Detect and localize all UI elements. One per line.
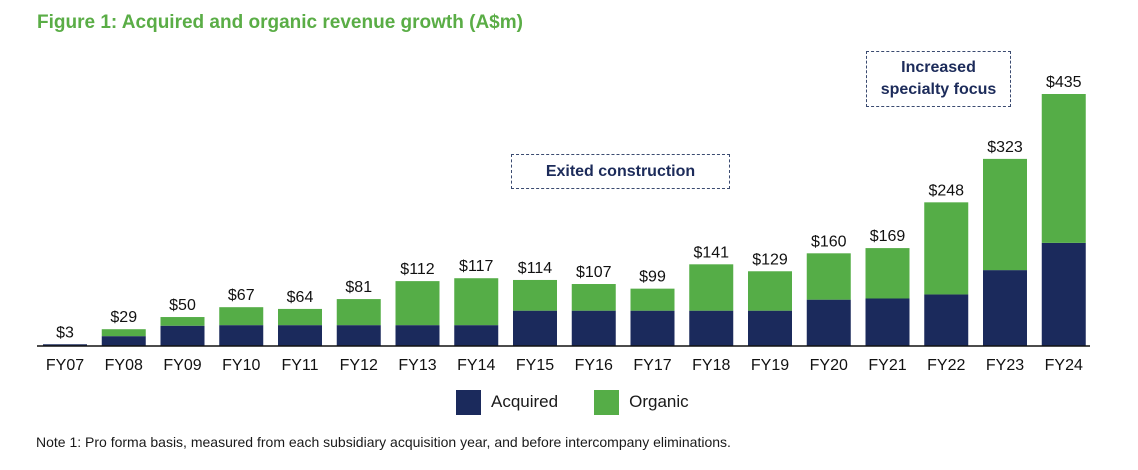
value-label-fy24: $435 [1046,74,1082,91]
x-tick-label-fy12: FY12 [340,357,378,374]
x-tick-label-fy23: FY23 [986,357,1024,374]
bar-organic-fy10 [219,307,264,326]
bar-acquired-fy10 [219,325,264,346]
bar-acquired-fy12 [336,325,381,346]
legend-label-acquired: Acquired [491,392,559,411]
bar-group [43,94,1086,346]
x-tick-label-fy20: FY20 [810,357,848,374]
legend-swatch-acquired [456,389,481,415]
bar-organic-fy14 [454,278,499,326]
x-tick-label-fy18: FY18 [692,357,730,374]
legend-swatch-organic [594,389,620,415]
bar-acquired-fy09 [160,325,205,346]
value-label-fy18: $141 [693,244,729,261]
x-tick-label-fy11: FY11 [281,357,318,374]
bar-organic-fy17 [630,288,675,311]
bar-acquired-fy23 [983,270,1027,346]
label-group: $3 FY07 $29 FY08 $50 FY09 $67 FY10 $64 FY11 $81 FY1… [46,74,1083,374]
value-label-fy15: $114 [518,260,553,277]
increased-specialty-text: Increased specialty focus [880,59,997,98]
bar-acquired-fy16 [571,310,616,346]
value-label-fy08: $29 [110,309,137,326]
value-label-fy22: $248 [928,182,964,199]
value-label-fy14: $117 [459,258,494,275]
bar-acquired-fy07 [43,344,87,346]
footnote: Note 1: Pro forma basis, measured from e… [36,434,731,450]
bar-organic-fy23 [983,158,1027,271]
value-label-fy16: $107 [576,264,612,281]
bar-organic-fy22 [924,202,969,295]
bar-acquired-fy22 [924,294,969,346]
bar-organic-fy11 [278,308,322,326]
bar-organic-fy15 [513,279,557,311]
legend-item-acquired: Acquired [456,389,559,415]
x-tick-label-fy14: FY14 [457,357,495,374]
chart-title: Figure 1: Acquired and organic revenue g… [37,12,523,33]
bar-acquired-fy13 [395,325,440,346]
bar-acquired-fy11 [278,325,322,346]
bar-organic-fy20 [806,253,851,300]
increased-specialty-callout: Increased specialty focus [866,51,1011,107]
value-label-fy17: $99 [639,269,666,286]
value-label-fy23: $323 [987,139,1023,156]
bar-acquired-fy24 [1041,242,1086,346]
value-label-fy12: $81 [345,279,372,296]
value-label-fy21: $169 [870,228,906,245]
x-tick-label-fy07: FY07 [46,357,84,374]
bar-acquired-fy08 [101,336,146,346]
x-tick-label-fy24: FY24 [1045,357,1083,374]
legend-label-organic: Organic [629,392,689,411]
bar-acquired-fy15 [513,310,557,346]
x-tick-label-fy15: FY15 [516,357,554,374]
bar-organic-fy19 [748,271,792,311]
x-tick-label-fy13: FY13 [398,357,436,374]
bar-acquired-fy19 [748,310,792,346]
x-tick-label-fy22: FY22 [927,357,965,374]
bar-acquired-fy18 [689,310,734,346]
x-tick-label-fy21: FY21 [868,357,906,374]
value-label-fy09: $50 [169,297,196,314]
bar-organic-fy12 [336,299,381,326]
x-tick-label-fy17: FY17 [633,357,671,374]
exited-construction-callout: Exited construction [511,154,730,189]
bar-acquired-fy20 [806,299,851,346]
bar-acquired-fy17 [630,310,675,346]
legend: Acquired Organic [456,389,725,415]
x-tick-label-fy16: FY16 [575,357,613,374]
bar-organic-fy18 [689,264,734,311]
bar-organic-fy13 [395,281,440,326]
bar-organic-fy16 [571,284,616,311]
value-label-fy19: $129 [752,251,788,268]
bar-organic-fy08 [101,329,146,337]
value-label-fy07: $3 [56,324,74,341]
bar-acquired-fy14 [454,325,499,346]
x-tick-label-fy08: FY08 [105,357,143,374]
x-tick-label-fy09: FY09 [163,357,201,374]
bar-organic-fy09 [160,317,205,326]
value-label-fy20: $160 [811,233,847,250]
bar-organic-fy21 [865,248,910,299]
legend-item-organic: Organic [594,389,689,415]
x-tick-label-fy19: FY19 [751,357,789,374]
bar-acquired-fy21 [865,298,910,346]
x-tick-label-fy10: FY10 [222,357,260,374]
value-label-fy11: $64 [287,289,314,306]
exited-construction-text: Exited construction [545,162,696,180]
bar-organic-fy24 [1041,94,1086,243]
value-label-fy13: $112 [400,261,435,278]
value-label-fy10: $67 [228,287,255,304]
